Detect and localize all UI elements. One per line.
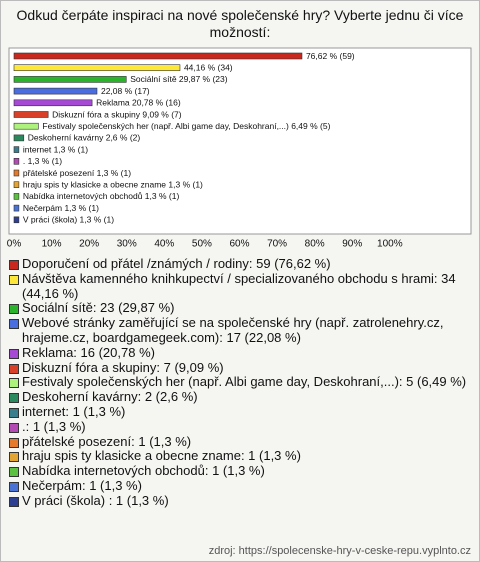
data-label: Sociální sítě 29,87 % (23): [130, 74, 228, 84]
legend-label: Nabídka internetových obchodů: 1 (1,3 %): [22, 463, 265, 479]
x-tick-label: 40%: [154, 239, 174, 250]
bar: [13, 87, 98, 95]
bar: [13, 134, 25, 142]
bar: [13, 169, 20, 177]
x-tick-label: 90%: [342, 239, 362, 250]
data-label: . 1,3 % (1): [23, 156, 62, 166]
data-label: přátelské posezení 1,3 % (1): [23, 168, 131, 178]
x-tick-label: 70%: [267, 239, 287, 250]
legend-swatch: [9, 348, 19, 359]
legend-label: přátelské posezení: 1 (1,3 %): [22, 433, 192, 449]
x-tick-label: 30%: [117, 239, 137, 250]
legend-label: Nečerpám: 1 (1,3 %): [22, 477, 142, 493]
bar: [13, 122, 39, 130]
legend-item: .: 1 (1,3 %): [9, 418, 471, 435]
legend-swatch: [9, 260, 19, 270]
legend-swatch: [9, 378, 19, 389]
legend-label: Sociální sítě: 23 (29,87 %): [22, 300, 175, 316]
data-label: internet 1,3 % (1): [23, 144, 88, 154]
bar: [13, 99, 93, 107]
bar: [13, 64, 181, 72]
legend-item: V práci (škola) : 1 (1,3 %): [9, 492, 471, 509]
data-label: 22,08 % (17): [101, 86, 150, 96]
legend-item: Festivaly společenských her (např. Albi …: [9, 374, 471, 390]
bar: [13, 193, 20, 200]
x-tick-label: 60%: [229, 239, 249, 250]
chart-title: Odkud čerpáte inspiraci na nové společen…: [16, 7, 464, 40]
legend-swatch: [9, 481, 19, 492]
legend-label: Reklama: 16 (20,78 %): [22, 344, 155, 360]
bar: [13, 111, 49, 118]
legend-label: internet: 1 (1,3 %): [22, 403, 126, 419]
legend-label: hraju spis ty klasicke a obecne zname: 1…: [22, 448, 301, 464]
x-tick-label: 20%: [79, 239, 99, 250]
bar: [13, 216, 20, 224]
legend-swatch: [9, 467, 19, 478]
x-tick-label: 100%: [377, 239, 403, 250]
data-label: 76,62 % (59): [306, 51, 355, 61]
legend-swatch: [9, 319, 19, 330]
legend-item: Nečerpám: 1 (1,3 %): [9, 477, 471, 494]
legend-item: Nabídka internetových obchodů: 1 (1,3 %): [9, 463, 471, 479]
legend-label: Diskuzní fóra a skupiny: 7 (9,09 %): [22, 359, 224, 375]
data-label: hraju spis ty klasicke a obecne zname 1,…: [23, 179, 203, 189]
bar: [13, 204, 20, 212]
data-label: Festivaly společenských her (např. Albi …: [42, 121, 330, 131]
bar: [13, 52, 303, 60]
chart: 0% 10% 20% 30% 40% 50% 60% 70% 80% 90% 100% 76,62 %…: [7, 47, 472, 250]
source: zdroj: https://spolecenske-hry-v-ceske-r…: [208, 545, 471, 557]
legend-swatch: [9, 363, 19, 374]
legend-item: Návštěva kamenného knihkupectví / specia…: [9, 270, 471, 302]
legend-item: přátelské posezení: 1 (1,3 %): [9, 433, 471, 450]
legend-swatch: [9, 274, 19, 285]
legend-item: Sociální sítě: 23 (29,87 %): [9, 300, 471, 316]
legend: Doporučení od přátel /známých / rodiny: …: [9, 256, 471, 509]
legend-item: hraju spis ty klasicke a obecne zname: 1…: [9, 448, 471, 464]
legend-item: Diskuzní fóra a skupiny: 7 (9,09 %): [9, 359, 471, 376]
data-label: Nečerpám 1,3 % (1): [23, 203, 99, 213]
data-label: V práci (škola) 1,3 % (1): [23, 215, 114, 225]
legend-label: Návštěva kamenného knihkupectví / specia…: [22, 270, 456, 301]
data-label: Deskoherní kavárny 2,6 % (2): [28, 133, 141, 143]
legend-item: Doporučení od přátel /známých / rodiny: …: [9, 256, 471, 272]
data-label: Nabídka internetových obchodů 1,3 % (1): [23, 191, 180, 201]
bar: [13, 181, 20, 188]
legend-item: Deskoherní kavárny: 2 (2,6 %): [9, 389, 471, 405]
legend-swatch: [9, 422, 19, 433]
x-tick-label: 80%: [305, 239, 325, 250]
legend-label: Festivaly společenských her (např. Albi …: [22, 374, 467, 390]
legend-swatch: [9, 393, 19, 404]
legend-label: Doporučení od přátel /známých / rodiny: …: [22, 256, 331, 271]
legend-label: .: 1 (1,3 %): [22, 418, 86, 434]
legend-swatch: [9, 496, 19, 507]
data-label: 44,16 % (34): [184, 62, 233, 72]
x-tick-label: 0%: [7, 239, 22, 250]
legend-swatch: [9, 407, 19, 418]
legend-swatch: [9, 304, 19, 315]
x-tick-label: 10%: [42, 239, 62, 250]
bar: [13, 146, 20, 153]
legend-item: internet: 1 (1,3 %): [9, 403, 471, 420]
legend-item: Reklama: 16 (20,78 %): [9, 344, 471, 361]
legend-swatch: [9, 452, 19, 463]
legend-label: Webové stránky zaměřující se na společen…: [22, 315, 444, 345]
bar: [13, 158, 20, 165]
bar: [13, 76, 127, 83]
data-label: Diskuzní fóra a skupiny 9,09 % (7): [52, 109, 182, 119]
legend-item: Webové stránky zaměřující se na společen…: [9, 315, 471, 346]
legend-swatch: [9, 437, 19, 448]
legend-label: Deskoherní kavárny: 2 (2,6 %): [22, 389, 198, 405]
data-label: Reklama 20,78 % (16): [96, 98, 181, 108]
legend-label: V práci (škola) : 1 (1,3 %): [22, 492, 169, 508]
x-tick-label: 50%: [192, 239, 212, 250]
